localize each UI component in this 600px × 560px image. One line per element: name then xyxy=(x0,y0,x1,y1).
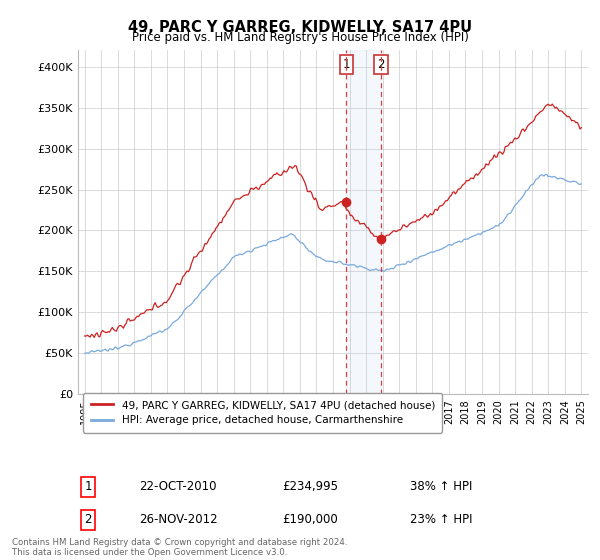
Text: Contains HM Land Registry data © Crown copyright and database right 2024.
This d: Contains HM Land Registry data © Crown c… xyxy=(12,538,347,557)
Bar xyxy=(346,50,381,394)
Text: 2: 2 xyxy=(85,514,92,526)
Legend: 49, PARC Y GARREG, KIDWELLY, SA17 4PU (detached house), HPI: Average price, deta: 49, PARC Y GARREG, KIDWELLY, SA17 4PU (d… xyxy=(83,393,442,432)
Text: Price paid vs. HM Land Registry's House Price Index (HPI): Price paid vs. HM Land Registry's House … xyxy=(131,31,469,44)
Text: £234,995: £234,995 xyxy=(282,480,338,493)
Text: 22-OCT-2010: 22-OCT-2010 xyxy=(139,480,217,493)
Text: 1: 1 xyxy=(343,58,350,71)
Text: 26-NOV-2012: 26-NOV-2012 xyxy=(139,514,218,526)
Text: 38% ↑ HPI: 38% ↑ HPI xyxy=(409,480,472,493)
Text: 23% ↑ HPI: 23% ↑ HPI xyxy=(409,514,472,526)
Text: 1: 1 xyxy=(85,480,92,493)
Text: 2: 2 xyxy=(377,58,385,71)
Text: £190,000: £190,000 xyxy=(282,514,338,526)
Text: 49, PARC Y GARREG, KIDWELLY, SA17 4PU: 49, PARC Y GARREG, KIDWELLY, SA17 4PU xyxy=(128,20,472,35)
